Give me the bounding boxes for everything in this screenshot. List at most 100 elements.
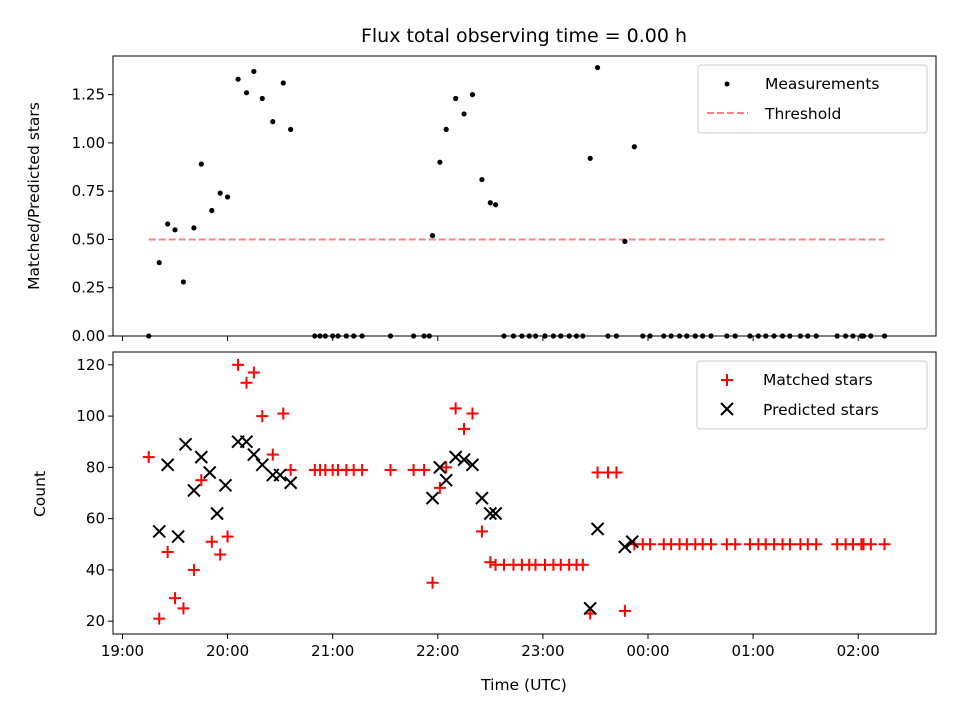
predicted-star-point	[255, 458, 269, 472]
matched-star-point	[810, 538, 823, 551]
predicted-star-point	[218, 478, 233, 493]
predicted-star-point	[194, 450, 208, 464]
matched-star-point	[576, 558, 589, 571]
top-y-tick-label: 0.75	[72, 182, 105, 200]
measurement-point	[461, 111, 467, 117]
matched-star-point	[277, 407, 290, 420]
measurement-point	[270, 119, 276, 125]
bottom-legend-box	[696, 360, 928, 430]
measurement-point	[437, 159, 443, 165]
top-x-ticks	[121, 336, 859, 341]
matched-star-point	[214, 548, 227, 561]
measurement-point	[217, 190, 223, 196]
matched-star-point	[729, 538, 742, 551]
bottom-legend: Matched stars Predicted stars	[696, 360, 928, 430]
matched-star-point	[356, 463, 369, 476]
predicted-star-point	[618, 540, 632, 554]
matched-star-point	[591, 466, 604, 479]
matched-star-point	[407, 463, 420, 476]
matched-star-point	[864, 538, 877, 551]
predicted-star-point	[465, 458, 480, 472]
matched-star-point	[466, 407, 479, 420]
measurement-point	[209, 207, 215, 214]
matched-star-point	[783, 538, 796, 551]
bottom-x-tick-label: 01:00	[731, 642, 774, 660]
top-legend-box	[697, 64, 928, 134]
matched-star-point	[418, 463, 431, 476]
matched-star-point	[142, 451, 155, 464]
legend-matched-label: Matched stars	[763, 371, 873, 389]
bottom-y-axis-title: Count	[31, 471, 49, 517]
matched-star-point	[161, 545, 174, 558]
predicted-star-point	[202, 465, 217, 480]
bottom-y-tick-label: 60	[86, 510, 105, 528]
predicted-star-point	[625, 535, 639, 549]
measurement-point	[479, 176, 485, 183]
matched-star-point	[878, 538, 891, 551]
matched-star-point	[449, 402, 462, 415]
top-legend: Measurements Threshold	[697, 64, 928, 134]
top-y-tick-label: 0.50	[72, 230, 105, 248]
measurement-point	[191, 225, 197, 231]
predicted-star-point	[239, 435, 254, 449]
matched-star-point	[247, 366, 260, 379]
top-y-tick-label: 1.25	[72, 86, 105, 104]
matched-star-point	[221, 530, 234, 543]
legend-predicted-label: Predicted stars	[763, 401, 879, 419]
bottom-y-tick-label: 80	[86, 458, 105, 476]
predicted-star-point	[152, 524, 166, 539]
bottom-y-tick-label: 100	[76, 407, 105, 425]
matched-star-point	[426, 576, 439, 589]
measurement-point	[487, 200, 493, 206]
matched-star-point	[232, 358, 245, 371]
matched-star-point	[256, 410, 269, 423]
bottom-y-tick-label: 40	[86, 561, 105, 579]
top-y-axis-title: Matched/Predicted stars	[25, 102, 43, 290]
measurement-point	[594, 64, 601, 71]
matched-star-point	[440, 461, 453, 474]
bottom-y-tick-label: 20	[86, 612, 105, 630]
measurement-point	[224, 194, 231, 200]
predicted-star-point	[439, 473, 453, 487]
legend-measurements-label: Measurements	[765, 75, 880, 93]
matched-star-point	[484, 556, 497, 569]
predicted-star-point	[210, 506, 224, 521]
legend-predicted-marker	[720, 402, 734, 416]
predicted-star-point	[425, 491, 440, 505]
measurement-point	[251, 68, 257, 75]
predicted-star-point	[457, 452, 471, 467]
measurement-point	[469, 92, 476, 98]
legend-matched-marker	[721, 374, 733, 386]
predicted-star-point	[283, 476, 298, 490]
measurement-point	[259, 95, 265, 102]
measurement-point	[156, 260, 162, 266]
matched-star-point	[169, 592, 182, 605]
predicted-star-point	[488, 506, 503, 521]
bottom-x-tick-label: 23:00	[521, 642, 564, 660]
measurement-point	[453, 95, 459, 102]
matched-star-point	[195, 474, 208, 487]
top-y-tick-label: 1.00	[72, 134, 105, 152]
predicted-star-point	[483, 506, 498, 521]
top-panel: Flux total observing time = 0.00 h 0.000…	[25, 25, 937, 345]
bottom-x-ticks: 19:00 20:00 21:00 22:00 23:00 00:00 01:00 02:00	[101, 634, 880, 660]
bottom-x-tick-label: 19:00	[101, 642, 144, 660]
bottom-panel: 20 40 60 80 100 120 19:00 20:00 21:00 22:00 23:00…	[31, 351, 937, 694]
matched-star-point	[705, 538, 718, 551]
matched-star-point	[240, 376, 253, 389]
bottom-x-tick-label: 00:00	[626, 642, 669, 660]
predicted-star-point	[171, 529, 185, 544]
bottom-x-tick-label: 20:00	[206, 642, 249, 660]
measurement-point	[492, 202, 499, 208]
bottom-y-tick-label: 120	[76, 356, 105, 374]
predicted-star-point	[247, 447, 261, 462]
predicted-star-point	[433, 460, 447, 475]
matched-star-point	[644, 538, 657, 551]
measurement-point	[587, 155, 593, 161]
top-y-ticks: 0.00 0.25 0.50 0.75 1.00 1.25	[72, 86, 113, 345]
top-y-tick-label: 0.25	[72, 279, 105, 297]
top-plot-frame	[112, 55, 937, 337]
bottom-x-tick-label: 02:00	[837, 642, 880, 660]
measurement-point	[180, 279, 187, 285]
